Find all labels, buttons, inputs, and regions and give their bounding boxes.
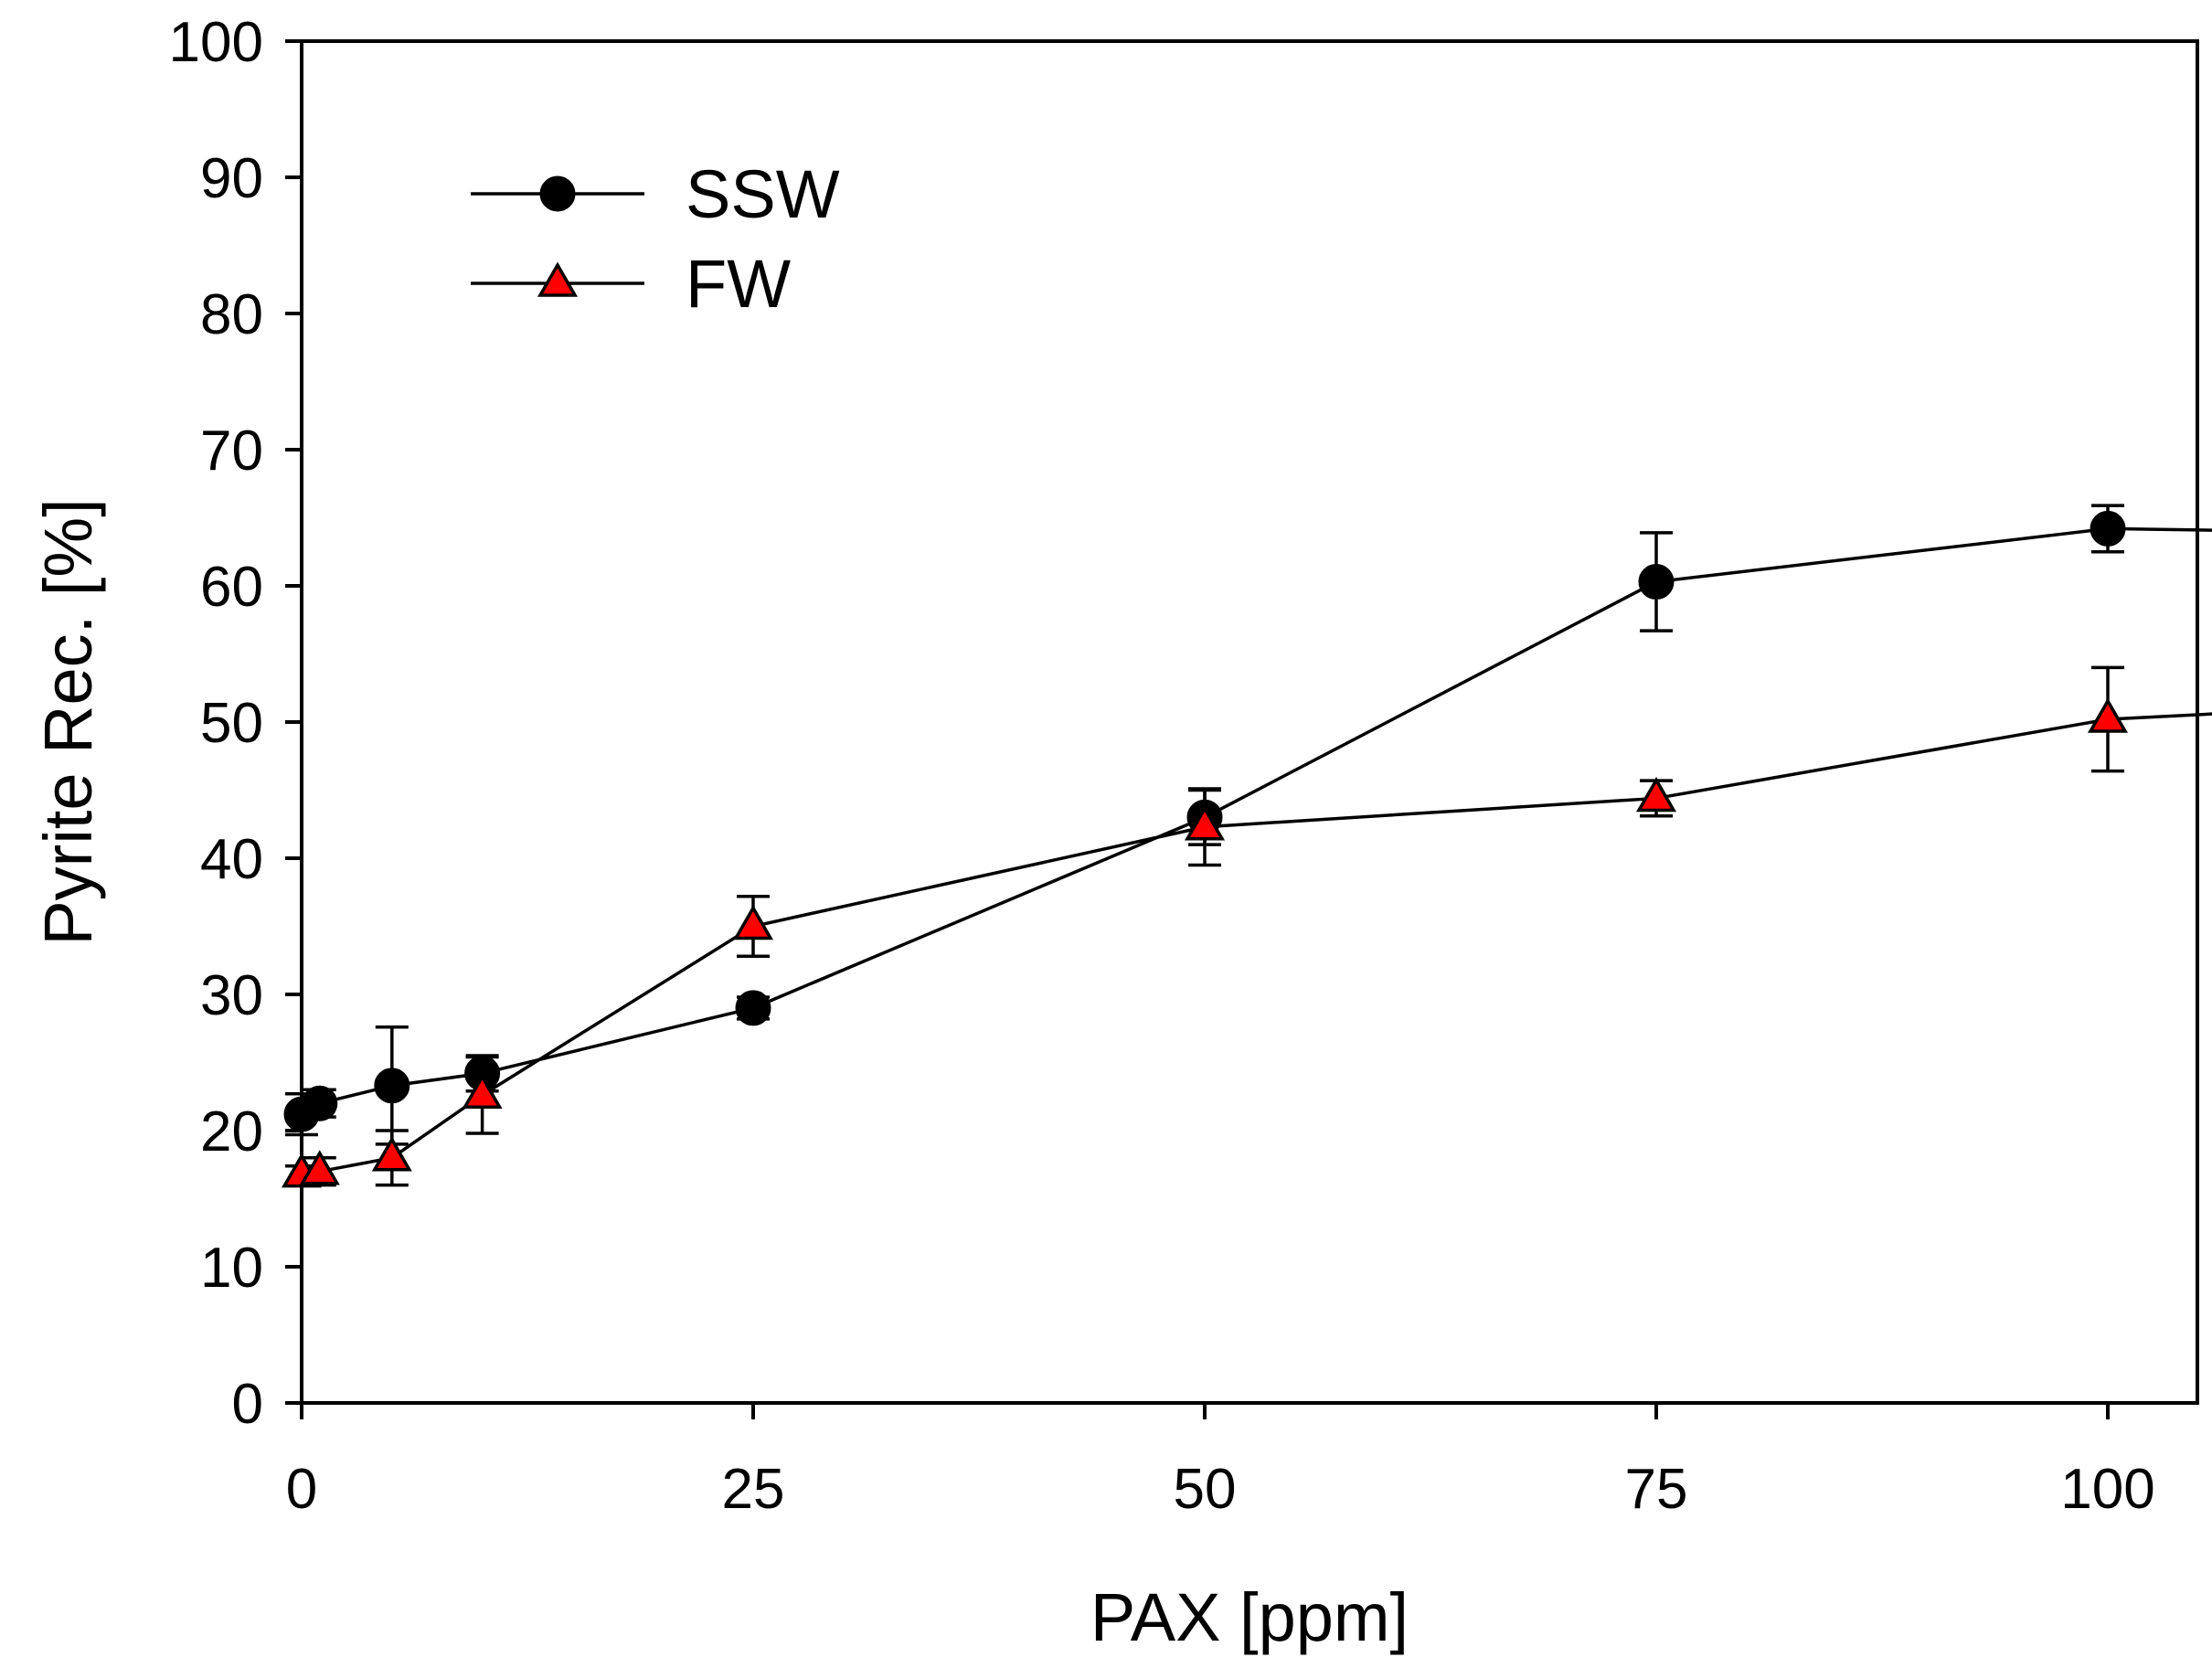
data-point: [2090, 510, 2126, 547]
y-tick-label: 100: [169, 11, 263, 74]
x-tick-label: 100: [2060, 1458, 2154, 1521]
series-fw: [281, 665, 2212, 1188]
y-tick-label: 20: [200, 1100, 263, 1163]
legend-label: SSW: [686, 156, 840, 232]
data-point: [371, 1136, 412, 1172]
y-axis: 0 10 20 30 40 50 60 70 80 90 100: [169, 11, 302, 1436]
data-point: [1184, 805, 1226, 841]
x-tick-label: 0: [286, 1458, 317, 1521]
data-point: [1635, 776, 1677, 813]
series-line: [301, 526, 2212, 1116]
y-tick-label: 70: [200, 420, 263, 483]
data-point: [299, 1150, 340, 1185]
y-tick-label: 30: [200, 964, 263, 1027]
series-line: [301, 712, 2212, 1176]
data-point: [2087, 697, 2129, 733]
y-tick-label: 50: [200, 692, 263, 755]
x-axis: 0255075100125150175200: [286, 1403, 2155, 1521]
y-axis-title: Pyrite Rec. [%]: [30, 498, 106, 945]
y-tick-label: 10: [200, 1237, 263, 1300]
y-tick-label: 80: [200, 283, 263, 346]
data-point: [732, 904, 774, 940]
x-axis-title: PAX [ppm]: [1090, 1579, 1409, 1655]
x-tick-label: 25: [722, 1458, 785, 1521]
legend-marker: [537, 261, 579, 297]
series-ssw: [283, 504, 2212, 1146]
data-point: [302, 1085, 338, 1121]
x-tick-label: 75: [1625, 1458, 1688, 1521]
data-point: [735, 990, 771, 1026]
data-point: [374, 1068, 410, 1104]
y-tick-label: 40: [200, 828, 263, 891]
y-tick-label: 60: [200, 556, 263, 619]
y-tick-label: 0: [232, 1373, 263, 1436]
legend-marker: [539, 175, 576, 212]
plot-frame: [300, 39, 2199, 1405]
data-point: [1638, 564, 1675, 600]
series-layer: [281, 504, 2212, 1188]
legend-label: FW: [686, 246, 791, 322]
y-tick-label: 90: [200, 147, 263, 210]
data-point: [462, 1073, 503, 1110]
x-tick-label: 50: [1174, 1458, 1237, 1521]
legend: SSW FW: [471, 156, 840, 322]
